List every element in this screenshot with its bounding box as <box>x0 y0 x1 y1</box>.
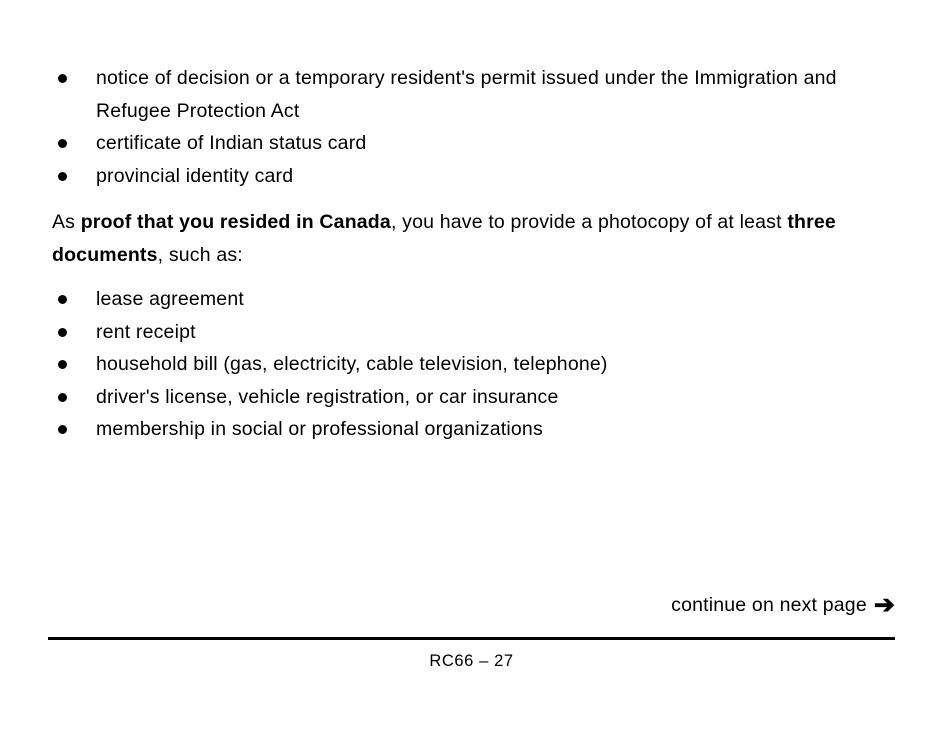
bullet-icon <box>58 171 67 181</box>
list-item: household bill (gas, electricity, cable … <box>52 348 888 381</box>
paragraph-bold-three-documents: three documents <box>52 211 836 266</box>
footer-divider <box>48 637 895 640</box>
arrow-right-icon: ➔ <box>873 591 895 619</box>
list-item-text: rent receipt <box>96 320 196 343</box>
list-item-text: notice of decision or a temporary reside… <box>96 67 837 122</box>
bullet-icon <box>58 139 67 148</box>
continue-label: continue on next page <box>671 594 867 616</box>
paragraph-text-part-3: , such as: <box>157 243 243 266</box>
list-item: certificate of Indian status card <box>52 127 888 160</box>
list-item-text: membership in social or professional org… <box>96 418 543 440</box>
list-item: notice of decision or a temporary reside… <box>52 62 888 127</box>
list-item: provincial identity card <box>52 160 888 193</box>
bullet-icon <box>58 295 67 304</box>
list-item-text: provincial identity card <box>96 164 294 187</box>
paragraph-text-part-2: , you have to provide a photocopy of at … <box>390 211 788 233</box>
list-item-text: certificate of Indian status card <box>96 132 367 154</box>
list-item: lease agreement <box>52 283 888 316</box>
bullet-icon <box>58 74 67 83</box>
list-item-text: driver's license, vehicle registration, … <box>96 385 559 408</box>
residency-proof-intro-paragraph: As proof that you resided in Canada, you… <box>52 206 882 271</box>
bullet-icon <box>58 392 67 402</box>
continue-on-next-page: continue on next page ➔ <box>52 592 895 618</box>
list-item: driver's license, vehicle registration, … <box>52 381 888 414</box>
list-item-text: lease agreement <box>96 288 244 310</box>
bullet-icon <box>58 360 67 369</box>
list-item: membership in social or professional org… <box>52 413 888 446</box>
list-item: rent receipt <box>52 316 888 349</box>
page-number: RC66 – 27 <box>429 652 514 670</box>
acceptable-identity-documents-list: notice of decision or a temporary reside… <box>52 62 888 192</box>
bullet-icon <box>58 327 67 337</box>
paragraph-text-part-1: As <box>52 211 81 233</box>
page-content: notice of decision or a temporary reside… <box>52 62 888 446</box>
residency-proof-documents-list: lease agreement rent receipt household b… <box>52 283 888 446</box>
paragraph-bold-proof-resided: proof that you resided in Canada <box>80 211 391 233</box>
list-item-text: household bill (gas, electricity, cable … <box>96 353 608 375</box>
bullet-icon <box>58 425 67 434</box>
